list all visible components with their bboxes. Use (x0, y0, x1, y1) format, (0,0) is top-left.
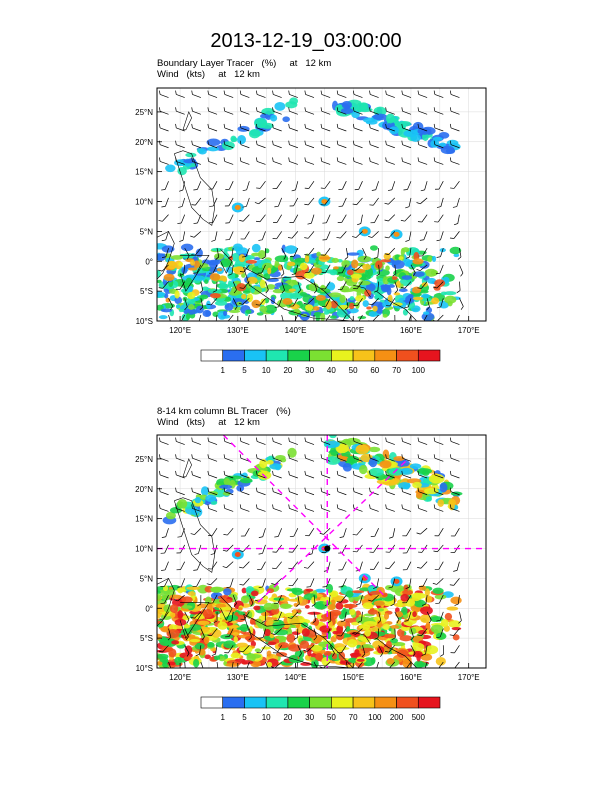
panel2-title: 8-14 km column BL Tracer (%) (157, 406, 291, 417)
panel2-colorbar-label: 10 (262, 713, 271, 722)
panel1-colorbar-box (417, 349, 441, 362)
panel1-colorbar-label: 10 (262, 366, 271, 375)
panel2-subtitle: Wind (kts) at 12 km (157, 417, 260, 428)
panel2-colorbar-label: 70 (349, 713, 358, 722)
panel2-x-tick-label: 170°E (458, 673, 480, 682)
panel2-colorbar-box (374, 696, 397, 709)
panel1-colorbar-label: 5 (242, 366, 247, 375)
panel1-y-tick-label: 20°N (135, 138, 153, 147)
panel1-map: 120°E 130°E 140°E 150°E 160°E 170°E25°N20°N15… (135, 87, 487, 375)
panel1-colorbar-label: 20 (283, 366, 292, 375)
panel1-y-tick-label: 10°N (135, 198, 153, 207)
panel1-colorbar-label: 50 (349, 366, 358, 375)
panel2-x-tick-label: 130°E (227, 673, 249, 682)
panel2-y-tick-label: 10°N (135, 545, 153, 554)
panel2-x-tick-label: 120°E (169, 673, 191, 682)
panel1-colorbar-label: 100 (412, 366, 426, 375)
page-title: 2013-12-19_03:00:00 (210, 30, 402, 52)
panel1-x-tick-label: 170°E (458, 326, 480, 335)
panel2-colorbar-box (331, 696, 354, 709)
panel2-colorbar-box (352, 696, 376, 709)
panel1-y-tick-label: 10°S (136, 317, 153, 326)
panel2-colorbar-box (200, 696, 224, 709)
panel2-colorbar-label: 20 (283, 713, 292, 722)
panel1-y-tick-label: 25°N (135, 108, 153, 117)
panel1-coastlines (157, 111, 417, 321)
panel2-wind-barbs (158, 437, 462, 668)
panel1-colorbar-label: 1 (221, 366, 226, 375)
panel1-field (157, 88, 486, 321)
panel2-y-tick-label: 20°N (135, 485, 153, 494)
panel2-field (157, 435, 486, 668)
panel2-y-tick-label: 5°S (140, 634, 153, 643)
panel2-colorbar-label: 500 (412, 713, 426, 722)
panel2-y-tick-label: 25°N (135, 455, 153, 464)
panel1-title: Boundary Layer Tracer (%) at 12 km (157, 58, 332, 69)
panel2-colorbar-box (222, 696, 245, 709)
panel1-colorbar-label: 60 (370, 366, 379, 375)
panel2-colorbar-box (287, 696, 310, 709)
panel1-y-tick-label: 15°N (135, 168, 153, 177)
panel2-colorbar-label: 1 (221, 713, 226, 722)
panel2-colorbar-box (309, 696, 332, 709)
panel2-x-tick-label: 160°E (400, 673, 422, 682)
panel2-frame (156, 434, 487, 669)
panel2-colorbar-box (417, 696, 441, 709)
panel1-x-tick-label: 160°E (400, 326, 422, 335)
panel2-x-tick-label: 140°E (285, 673, 307, 682)
panel2-y-tick-label: 15°N (135, 515, 153, 524)
panel2-colorbar-label: 50 (327, 713, 336, 722)
panel2-colorbar-label: 100 (368, 713, 382, 722)
panel1-y-tick-label: 5°N (140, 227, 154, 236)
panel2-y-tick-label: 0° (145, 604, 153, 613)
panel2-colorbar-label: 5 (242, 713, 247, 722)
panel2-x-tick-label: 150°E (342, 673, 364, 682)
panel1-x-tick-label: 120°E (169, 326, 191, 335)
panel2-colorbar-label: 30 (305, 713, 314, 722)
panel2-y-tick-label: 5°N (140, 574, 154, 583)
panel2-y-tick-label: 10°S (136, 664, 153, 673)
panel1-y-tick-label: 0° (145, 257, 153, 266)
panel1-frame (156, 87, 487, 322)
panel1-x-tick-label: 140°E (285, 326, 307, 335)
panel2-colorbar-box (396, 696, 419, 709)
panel1-colorbar-label: 40 (327, 366, 336, 375)
panel1-wind-barbs (158, 90, 464, 321)
panel2-colorbar-label: 200 (390, 713, 404, 722)
panel2-colorbar-box (265, 696, 289, 709)
panel1-colorbar-label: 30 (305, 366, 314, 375)
panel2-guide-lines (157, 435, 486, 668)
panel1-y-tick-label: 5°S (140, 287, 153, 296)
panel1-colorbar-label: 70 (392, 366, 401, 375)
panel1-subtitle: Wind (kts) at 12 km (157, 69, 260, 80)
panel1-x-tick-label: 150°E (342, 326, 364, 335)
panel2-colorbar-box (244, 696, 267, 709)
panel1-x-tick-label: 130°E (227, 326, 249, 335)
